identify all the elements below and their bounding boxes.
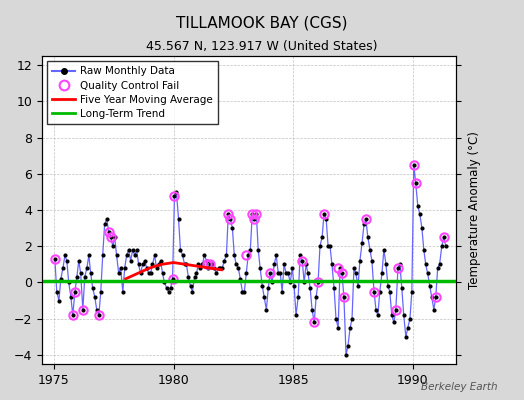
Text: TILLAMOOK BAY (CGS): TILLAMOOK BAY (CGS) [176,16,348,31]
Text: 45.567 N, 123.917 W (United States): 45.567 N, 123.917 W (United States) [146,40,378,53]
Legend: Raw Monthly Data, Quality Control Fail, Five Year Moving Average, Long-Term Tren: Raw Monthly Data, Quality Control Fail, … [47,61,219,124]
Text: Berkeley Earth: Berkeley Earth [421,382,498,392]
Y-axis label: Temperature Anomaly (°C): Temperature Anomaly (°C) [468,131,481,289]
